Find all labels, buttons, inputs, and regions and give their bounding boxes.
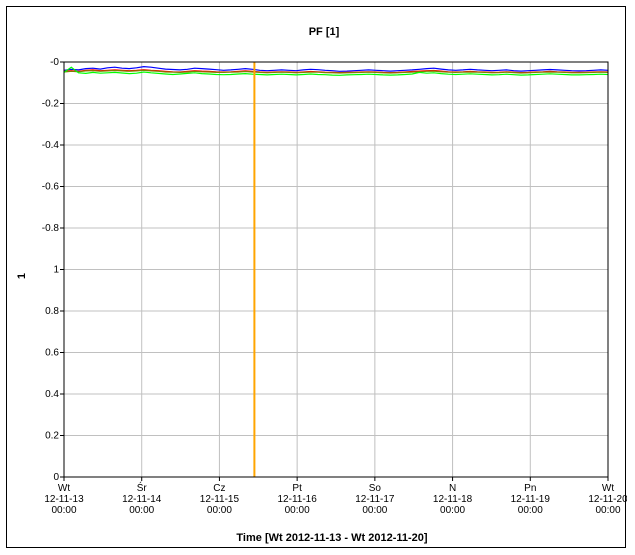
x-tick-line: Śr: [137, 481, 148, 494]
x-tick-line: 12-11-18: [433, 494, 473, 505]
x-tick-line: 00:00: [129, 505, 154, 516]
x-tick-label: Pn 12-11-19 00:00: [511, 483, 551, 516]
y-tick-label: 1: [53, 265, 59, 276]
x-tick-label: Wt 12-11-13 00:00: [44, 483, 84, 516]
x-tick-line: 12-11-15: [200, 494, 240, 505]
series-line: [63, 69, 609, 74]
x-tick-line: 00:00: [440, 505, 465, 516]
y-tick-label: -0.8: [42, 223, 60, 234]
y-tick-label: 0: [53, 472, 59, 483]
x-tick-line: 00:00: [362, 505, 387, 516]
x-axis-label: Time [Wt 2012-11-13 - Wt 2012-11-20]: [236, 532, 427, 544]
x-tick-label: Wt 12-11-20 00:00: [588, 483, 627, 516]
x-tick-line: 00:00: [207, 505, 232, 516]
x-tick-line: 00:00: [595, 505, 620, 516]
x-tick-line: 12-11-16: [277, 494, 317, 505]
x-tick-line: 00:00: [51, 505, 76, 516]
x-tick-line: 12-11-13: [44, 494, 84, 505]
x-tick-line: Wt: [58, 483, 70, 494]
y-tick-label: 0.8: [45, 306, 59, 317]
x-tick-line: 12-11-20: [588, 494, 627, 505]
x-tick-line: 12-11-14: [122, 494, 162, 505]
y-tick-label: -0.2: [42, 99, 60, 110]
x-tick-label: Śr 12-11-14 00:00: [122, 481, 162, 516]
y-tick-label: 0.6: [45, 348, 59, 359]
x-tick-line: Wt: [602, 483, 614, 494]
chart-frame: PF [1] -0 -0.2 -0.4 -0.6 -0.8 1 0.8 0.6 0.4 0.2 0 …: [6, 6, 627, 548]
x-tick-label: N 12-11-18 00:00: [433, 483, 473, 516]
x-tick-line: 00:00: [285, 505, 310, 516]
y-tick-label: -0.4: [42, 140, 60, 151]
y-axis-ticks: -0 -0.2 -0.4 -0.6 -0.8 1 0.8 0.6 0.4 0.2 0: [42, 57, 60, 483]
x-tick-line: 12-11-19: [511, 494, 551, 505]
x-tick-line: So: [369, 483, 382, 494]
x-tick-line: Cz: [213, 483, 225, 494]
y-axis-label: 1: [16, 273, 28, 279]
chart-title: PF [1]: [309, 26, 340, 38]
y-tick-label: 0.2: [45, 431, 59, 442]
series: [63, 65, 609, 76]
plot-border: [63, 61, 609, 478]
pf-chart: PF [1] -0-0.2-0.4-0.6-0.810.80.60.40.20 …: [16, 26, 627, 544]
y-tick-label: 0.4: [45, 389, 59, 400]
x-tick-line: Pt: [292, 483, 302, 494]
x-tick-line: Pn: [524, 483, 536, 494]
x-tick-label: Pt 12-11-16 00:00: [277, 483, 317, 516]
x-tick-line: 00:00: [518, 505, 543, 516]
y-tick-label: -0: [50, 57, 59, 68]
series-line: [63, 65, 609, 72]
x-tick-label: So 12-11-17 00:00: [355, 483, 395, 516]
grid: [60, 61, 609, 481]
x-tick-line: 12-11-17: [355, 494, 395, 505]
series-line: [63, 66, 609, 76]
x-tick-line: N: [449, 483, 456, 494]
y-tick-label: -0.6: [42, 182, 60, 193]
x-tick-label: Cz 12-11-15 00:00: [200, 483, 240, 516]
